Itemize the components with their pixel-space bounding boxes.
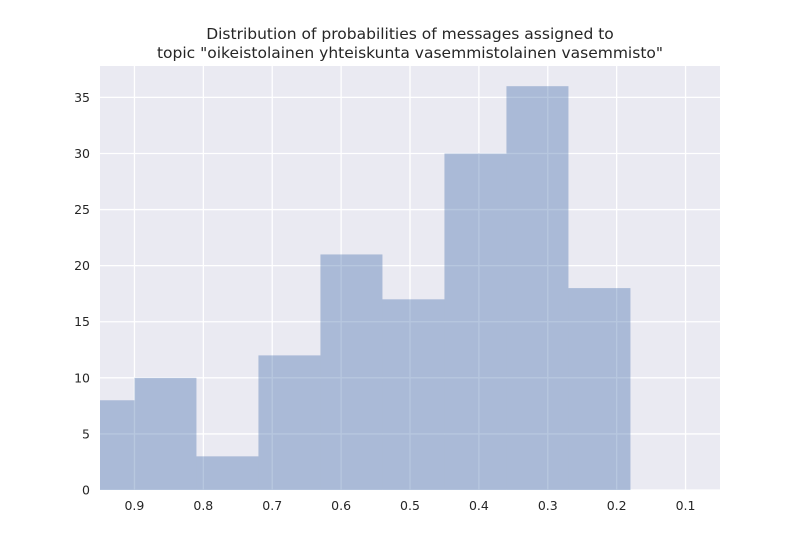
- y-tick-label-5: 25: [74, 202, 90, 217]
- x-tick-label-6: 0.3: [538, 498, 558, 513]
- grid-lines: [100, 66, 720, 491]
- y-tick-label-1: 5: [82, 426, 90, 441]
- histogram-bar-1: [134, 377, 197, 490]
- histogram-bar-4: [320, 254, 383, 490]
- histogram-bar-8: [568, 288, 631, 490]
- x-tick-label-7: 0.2: [607, 498, 627, 513]
- x-tick-label-4: 0.5: [400, 498, 420, 513]
- chart-title-line-1: Distribution of probabilities of message…: [206, 25, 614, 43]
- chart-title-line-2: topic "oikeistolainen yhteiskunta vasemm…: [157, 44, 663, 62]
- x-tick-label-2: 0.7: [262, 498, 282, 513]
- x-tick-label-8: 0.1: [676, 498, 696, 513]
- y-tick-label-7: 35: [74, 90, 90, 105]
- y-tick-label-2: 10: [74, 370, 90, 385]
- tick-labels: 0.9 0.8 0.7 0.6 0.5 0.4 0.3 0.2 0.1 0 5 10 15 20 25 30 3…: [74, 90, 695, 513]
- y-tick-label-0: 0: [82, 483, 90, 498]
- histogram-bar-3: [258, 355, 321, 490]
- y-tick-label-4: 20: [74, 258, 90, 273]
- x-tick-label-3: 0.6: [331, 498, 351, 513]
- x-tick-label-1: 0.8: [193, 498, 213, 513]
- y-tick-label-6: 30: [74, 146, 90, 161]
- x-tick-label-5: 0.4: [469, 498, 489, 513]
- histogram-bar-6: [444, 153, 507, 490]
- y-tick-label-3: 15: [74, 314, 90, 329]
- histogram-bars: [100, 86, 631, 490]
- x-tick-label-0: 0.9: [124, 498, 144, 513]
- histogram-bar-0: [100, 400, 135, 490]
- histogram-bar-7: [506, 86, 569, 490]
- histogram-bar-5: [382, 299, 445, 490]
- histogram-bar-2: [196, 456, 259, 490]
